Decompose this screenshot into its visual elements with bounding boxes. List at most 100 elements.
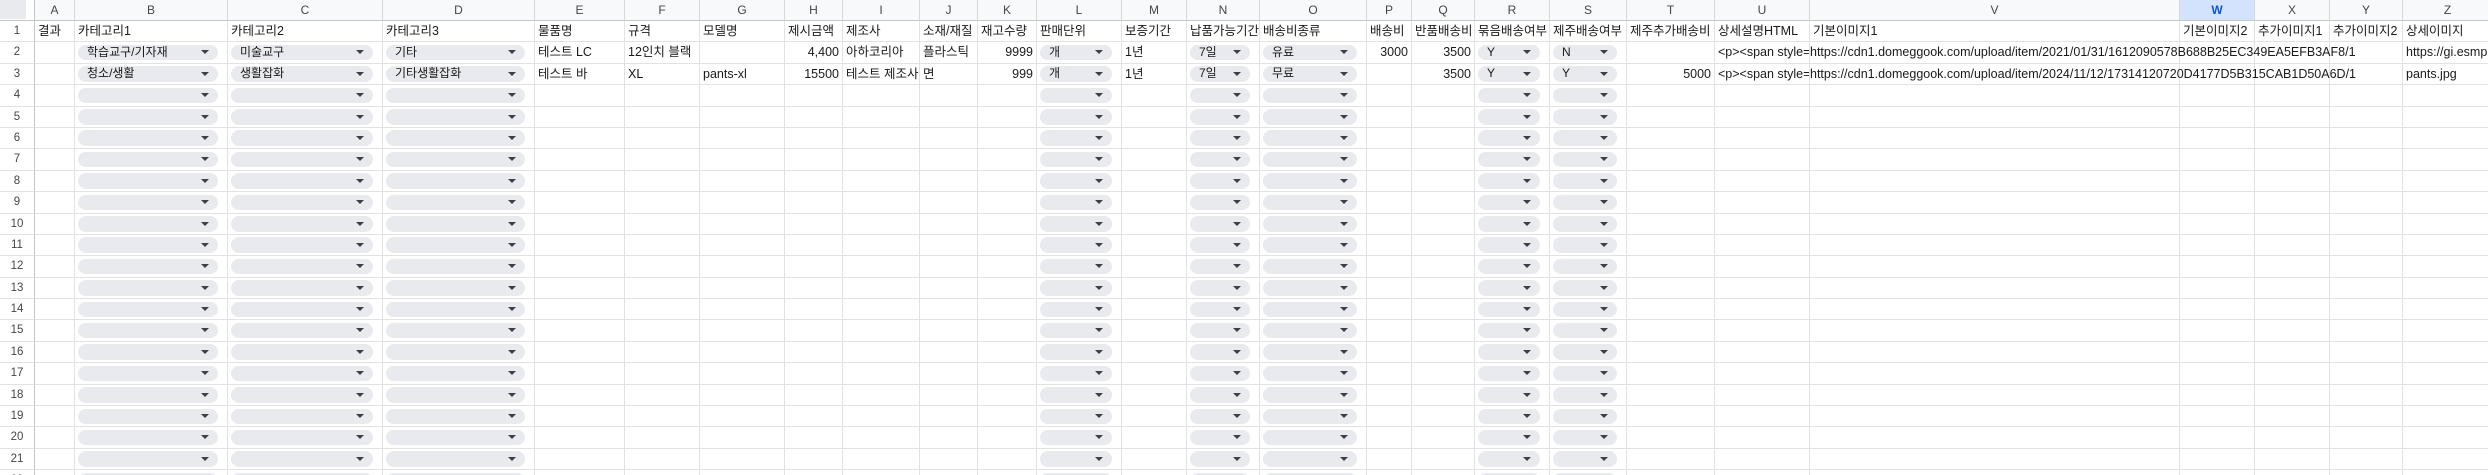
cell-G14[interactable] bbox=[700, 299, 785, 321]
cell-K11[interactable] bbox=[978, 234, 1037, 257]
cell-W20[interactable] bbox=[2180, 427, 2255, 449]
cell-E15[interactable] bbox=[535, 320, 625, 342]
cell-O10[interactable] bbox=[1260, 213, 1367, 235]
row-header-21[interactable]: 21 bbox=[0, 448, 35, 471]
cell-W17[interactable] bbox=[2180, 363, 2255, 385]
cell-S2[interactable]: N bbox=[1550, 42, 1627, 64]
cell-F12[interactable] bbox=[625, 256, 700, 278]
cell-T5[interactable] bbox=[1627, 106, 1715, 128]
dropdown-C17[interactable] bbox=[231, 365, 373, 382]
cell-P20[interactable] bbox=[1367, 427, 1412, 449]
cell-P10[interactable] bbox=[1367, 213, 1412, 235]
cell-W19[interactable] bbox=[2180, 406, 2255, 428]
dropdown-N13[interactable] bbox=[1190, 280, 1250, 296]
dropdown-N20[interactable] bbox=[1190, 429, 1250, 446]
cell-V22[interactable] bbox=[1810, 470, 2180, 475]
cell-A10[interactable] bbox=[35, 213, 75, 235]
column-header-Y[interactable]: Y bbox=[2330, 0, 2403, 21]
dropdown-D13[interactable] bbox=[386, 280, 525, 296]
cell-T4[interactable] bbox=[1627, 85, 1715, 107]
cell-W8[interactable] bbox=[2180, 170, 2255, 193]
cell-W13[interactable] bbox=[2180, 277, 2255, 300]
dropdown-N3[interactable]: 7일 bbox=[1190, 66, 1250, 82]
cell-B10[interactable] bbox=[75, 213, 228, 235]
cell-D18[interactable] bbox=[383, 384, 535, 407]
dropdown-N8[interactable] bbox=[1190, 173, 1250, 189]
cell-R16[interactable] bbox=[1475, 341, 1550, 364]
cell-F21[interactable] bbox=[625, 448, 700, 471]
cell-F19[interactable] bbox=[625, 406, 700, 428]
cell-V18[interactable] bbox=[1810, 384, 2180, 407]
cell-I18[interactable] bbox=[843, 384, 920, 407]
cell-Z6[interactable] bbox=[2403, 128, 2488, 150]
dropdown-L14[interactable] bbox=[1040, 301, 1112, 318]
dropdown-R6[interactable] bbox=[1478, 130, 1540, 146]
dropdown-D6[interactable] bbox=[386, 130, 525, 146]
dropdown-D19[interactable] bbox=[386, 408, 525, 425]
dropdown-B4[interactable] bbox=[78, 87, 218, 104]
dropdown-S17[interactable] bbox=[1553, 365, 1617, 382]
column-header-P[interactable]: P bbox=[1367, 0, 1412, 21]
column-header-Z[interactable]: Z bbox=[2403, 0, 2488, 21]
cell-L11[interactable] bbox=[1037, 234, 1122, 257]
cell-J16[interactable] bbox=[920, 341, 978, 364]
cell-P19[interactable] bbox=[1367, 406, 1412, 428]
cell-H18[interactable] bbox=[785, 384, 843, 407]
cell-Q13[interactable] bbox=[1412, 277, 1475, 300]
dropdown-S16[interactable] bbox=[1553, 344, 1617, 360]
cell-E3[interactable]: 테스트 바 bbox=[535, 63, 625, 86]
cell-Y21[interactable] bbox=[2330, 448, 2403, 471]
column-header-N[interactable]: N bbox=[1187, 0, 1260, 21]
dropdown-B15[interactable] bbox=[78, 322, 218, 339]
cell-Y9[interactable] bbox=[2330, 192, 2403, 214]
cell-T1[interactable]: 제주추가배송비 bbox=[1627, 21, 1715, 43]
cell-S4[interactable] bbox=[1550, 85, 1627, 107]
cell-Z22[interactable] bbox=[2403, 470, 2488, 475]
cell-H22[interactable] bbox=[785, 470, 843, 475]
cell-C22[interactable] bbox=[228, 470, 383, 475]
cell-Y14[interactable] bbox=[2330, 299, 2403, 321]
dropdown-C18[interactable] bbox=[231, 387, 373, 403]
cell-X7[interactable] bbox=[2255, 149, 2330, 171]
cell-S17[interactable] bbox=[1550, 363, 1627, 385]
cell-I19[interactable] bbox=[843, 406, 920, 428]
cell-P13[interactable] bbox=[1367, 277, 1412, 300]
cell-K6[interactable] bbox=[978, 127, 1037, 150]
cell-L12[interactable] bbox=[1037, 256, 1122, 278]
cell-F10[interactable] bbox=[625, 213, 700, 235]
cell-D16[interactable] bbox=[383, 341, 535, 364]
dropdown-L8[interactable] bbox=[1040, 173, 1112, 189]
cell-Y16[interactable] bbox=[2330, 341, 2403, 364]
cell-O4[interactable] bbox=[1260, 85, 1367, 107]
cell-A6[interactable] bbox=[35, 127, 75, 150]
cell-T20[interactable] bbox=[1627, 427, 1715, 449]
dropdown-D22[interactable] bbox=[386, 472, 525, 475]
cell-N1[interactable]: 납품가능기간 bbox=[1187, 21, 1260, 43]
cell-L14[interactable] bbox=[1037, 299, 1122, 321]
cell-R21[interactable] bbox=[1475, 448, 1550, 471]
cell-V5[interactable] bbox=[1810, 106, 2180, 128]
row-header-6[interactable]: 6 bbox=[0, 127, 35, 150]
cell-S22[interactable] bbox=[1550, 470, 1627, 475]
cell-Y7[interactable] bbox=[2330, 149, 2403, 171]
cell-W10[interactable] bbox=[2180, 213, 2255, 235]
column-header-X[interactable]: X bbox=[2255, 0, 2330, 21]
cell-C7[interactable] bbox=[228, 149, 383, 171]
cell-Q6[interactable] bbox=[1412, 127, 1475, 150]
cell-W15[interactable] bbox=[2180, 320, 2255, 342]
cell-K20[interactable] bbox=[978, 427, 1037, 449]
dropdown-O15[interactable] bbox=[1263, 322, 1357, 339]
dropdown-B18[interactable] bbox=[78, 387, 218, 403]
cell-G7[interactable] bbox=[700, 149, 785, 171]
dropdown-L10[interactable] bbox=[1040, 216, 1112, 232]
dropdown-R17[interactable] bbox=[1478, 365, 1540, 382]
cell-Q7[interactable] bbox=[1412, 149, 1475, 171]
cell-G17[interactable] bbox=[700, 363, 785, 385]
cell-Y17[interactable] bbox=[2330, 363, 2403, 385]
dropdown-B19[interactable] bbox=[78, 408, 218, 425]
cell-B11[interactable] bbox=[75, 234, 228, 257]
cell-S16[interactable] bbox=[1550, 341, 1627, 364]
cell-Y12[interactable] bbox=[2330, 256, 2403, 278]
select-all-corner[interactable] bbox=[0, 0, 35, 21]
cell-K1[interactable]: 재고수량 bbox=[978, 21, 1037, 43]
